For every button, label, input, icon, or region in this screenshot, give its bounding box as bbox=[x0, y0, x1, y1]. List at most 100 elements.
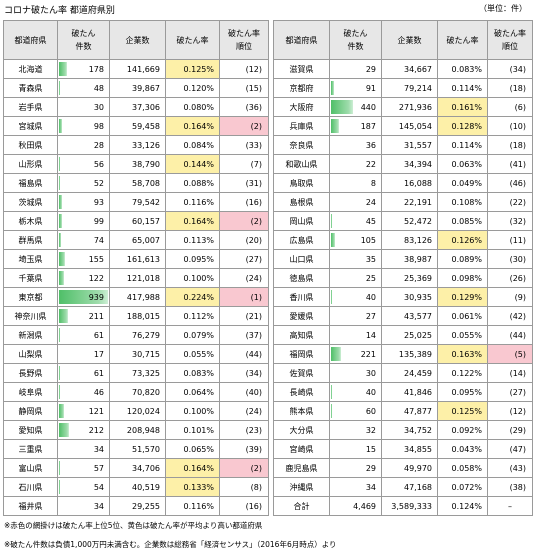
count-value: 121 bbox=[89, 407, 104, 416]
pref-name: 山口県 bbox=[274, 250, 330, 269]
header-rank-line2: 順位 bbox=[236, 42, 252, 51]
rank-value: (16) bbox=[220, 193, 269, 212]
count-value: 98 bbox=[94, 122, 104, 131]
count-value: 35 bbox=[366, 255, 376, 264]
enterprise-count: 79,542 bbox=[110, 193, 166, 212]
count-value: 91 bbox=[366, 84, 376, 93]
enterprise-count: 34,667 bbox=[382, 60, 438, 79]
total-ent: 3,589,333 bbox=[382, 497, 438, 516]
rate-value: 0.100% bbox=[166, 269, 220, 288]
rate-value: 0.083% bbox=[166, 364, 220, 383]
enterprise-count: 30,935 bbox=[382, 288, 438, 307]
footnote: ※破たん件数は負債1,000万円未満含む。企業数は総務省「経済センサス」（201… bbox=[4, 538, 337, 557]
count-value: 155 bbox=[89, 255, 104, 264]
pref-name: 島根県 bbox=[274, 193, 330, 212]
rate-value: 0.120% bbox=[166, 79, 220, 98]
count-value: 105 bbox=[361, 236, 376, 245]
count-cell: 40 bbox=[330, 383, 382, 402]
header-rank-line1: 破たん率 bbox=[228, 29, 260, 38]
rank-value: (8) bbox=[220, 478, 269, 497]
enterprise-count: 121,018 bbox=[110, 269, 166, 288]
rank-value: (12) bbox=[220, 60, 269, 79]
count-bar bbox=[59, 62, 67, 76]
rate-value: 0.164% bbox=[166, 459, 220, 478]
count-value: 211 bbox=[89, 312, 104, 321]
header-rate: 破たん率 bbox=[438, 21, 488, 60]
rank-value: (16) bbox=[220, 497, 269, 516]
count-bar bbox=[59, 461, 60, 475]
rate-value: 0.055% bbox=[438, 326, 488, 345]
rank-value: (18) bbox=[488, 136, 533, 155]
rank-value: (7) bbox=[220, 155, 269, 174]
enterprise-count: 271,936 bbox=[382, 98, 438, 117]
count-value: 46 bbox=[94, 388, 104, 397]
header-count-line2: 件数 bbox=[76, 42, 92, 51]
count-cell: 54 bbox=[58, 478, 110, 497]
rate-value: 0.224% bbox=[166, 288, 220, 307]
rate-value: 0.083% bbox=[438, 60, 488, 79]
rank-value: (29) bbox=[488, 421, 533, 440]
count-bar bbox=[59, 252, 65, 266]
rate-value: 0.114% bbox=[438, 79, 488, 98]
count-bar bbox=[59, 404, 64, 418]
count-cell: 35 bbox=[330, 250, 382, 269]
header-rank: 破たん率順位 bbox=[220, 21, 269, 60]
rate-value: 0.116% bbox=[166, 193, 220, 212]
count-cell: 45 bbox=[330, 212, 382, 231]
rank-value: (42) bbox=[488, 307, 533, 326]
enterprise-count: 31,557 bbox=[382, 136, 438, 155]
pref-name: 高知県 bbox=[274, 326, 330, 345]
total-rate: 0.124% bbox=[438, 497, 488, 516]
pref-name: 兵庫県 bbox=[274, 117, 330, 136]
header-pref: 都道府県 bbox=[4, 21, 58, 60]
count-bar bbox=[59, 157, 60, 171]
rank-value: (20) bbox=[220, 231, 269, 250]
enterprise-count: 16,088 bbox=[382, 174, 438, 193]
rank-value: (37) bbox=[220, 326, 269, 345]
count-value: 122 bbox=[89, 274, 104, 283]
rate-value: 0.065% bbox=[166, 440, 220, 459]
header-rank-line1: 破たん率 bbox=[494, 29, 526, 38]
rate-value: 0.063% bbox=[438, 155, 488, 174]
footnote: ※赤色の網掛けは破たん率上位5位、黄色は破たん率が平均より高い都道府県 bbox=[4, 519, 337, 538]
count-cell: 211 bbox=[58, 307, 110, 326]
count-cell: 122 bbox=[58, 269, 110, 288]
header-rank-line2: 順位 bbox=[502, 42, 518, 51]
count-value: 14 bbox=[366, 331, 376, 340]
pref-name: 秋田県 bbox=[4, 136, 58, 155]
enterprise-count: 58,708 bbox=[110, 174, 166, 193]
pref-name: 福岡県 bbox=[274, 345, 330, 364]
rank-value: (6) bbox=[488, 98, 533, 117]
enterprise-count: 25,369 bbox=[382, 269, 438, 288]
pref-name: 沖縄県 bbox=[274, 478, 330, 497]
header-ent: 企業数 bbox=[110, 21, 166, 60]
pref-name: 佐賀県 bbox=[274, 364, 330, 383]
count-value: 24 bbox=[366, 198, 376, 207]
count-bar bbox=[331, 119, 339, 133]
unit-label: （単位：件） bbox=[479, 3, 527, 14]
pref-name: 京都府 bbox=[274, 79, 330, 98]
count-cell: 56 bbox=[58, 155, 110, 174]
count-cell: 178 bbox=[58, 60, 110, 79]
count-value: 22 bbox=[366, 160, 376, 169]
rate-value: 0.101% bbox=[166, 421, 220, 440]
rate-value: 0.098% bbox=[438, 269, 488, 288]
pref-name: 熊本県 bbox=[274, 402, 330, 421]
count-value: 32 bbox=[366, 426, 376, 435]
count-value: 40 bbox=[366, 293, 376, 302]
count-cell: 25 bbox=[330, 269, 382, 288]
total-rank: – bbox=[488, 497, 533, 516]
rate-value: 0.095% bbox=[438, 383, 488, 402]
rank-value: (34) bbox=[220, 364, 269, 383]
